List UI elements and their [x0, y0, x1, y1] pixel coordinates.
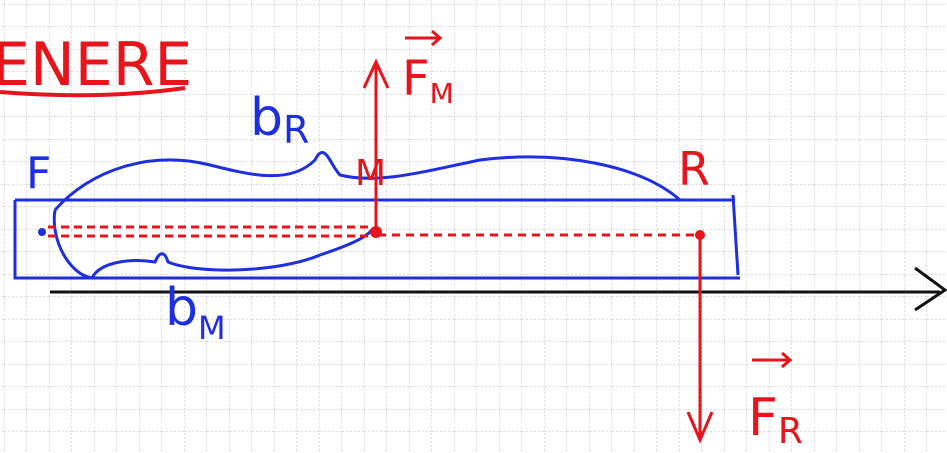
fulcrum-point — [38, 228, 46, 236]
arm-brace — [53, 151, 681, 211]
vector-arrow — [405, 29, 443, 47]
arm-symbol: b — [165, 278, 198, 338]
force-arrow — [362, 58, 390, 232]
arm-label: bR — [250, 88, 309, 152]
force-arrow — [686, 235, 714, 444]
arm-symbol: b — [250, 88, 283, 148]
axis-arrow — [914, 266, 947, 312]
title: ENERE — [0, 30, 192, 100]
force-subscript: M — [430, 77, 454, 110]
arm-label: bM — [165, 278, 226, 347]
arm-brace — [52, 209, 374, 280]
title-underline — [0, 86, 186, 98]
force-symbol: F — [402, 51, 430, 107]
force-label: FM — [402, 51, 454, 110]
force-subscript: R — [778, 411, 803, 452]
arm-subscript: R — [283, 108, 309, 152]
node-label: R — [678, 142, 710, 196]
arm-subscript: M — [198, 309, 226, 347]
node-label: F — [26, 148, 51, 199]
node-label: M — [355, 153, 386, 194]
force-label: FR — [748, 388, 803, 452]
vector-arrow — [752, 351, 793, 369]
force-symbol: F — [748, 388, 778, 448]
